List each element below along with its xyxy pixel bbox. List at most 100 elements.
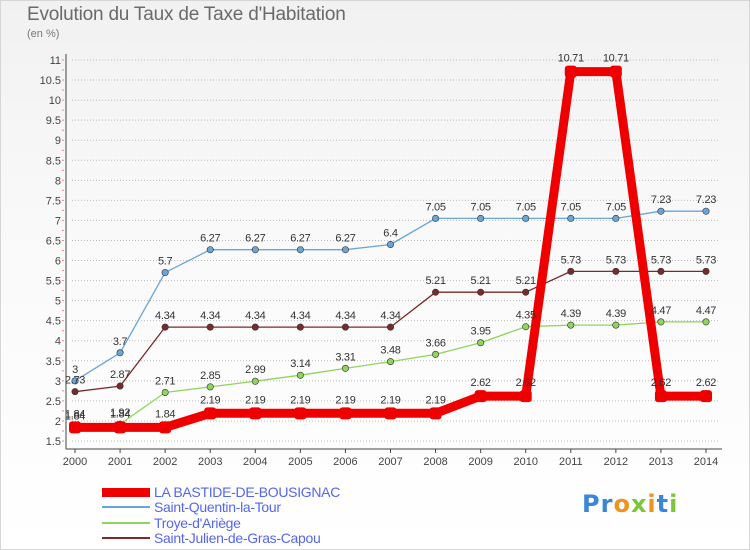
data-point xyxy=(522,214,530,222)
data-label: 4.39 xyxy=(606,308,626,320)
y-tick-label: 7 xyxy=(55,215,61,227)
data-label: 2.19 xyxy=(380,394,400,406)
data-point xyxy=(429,407,442,420)
x-tick-label: 2006 xyxy=(333,456,357,468)
data-label: 4.47 xyxy=(651,305,671,317)
data-point xyxy=(384,407,397,420)
data-point xyxy=(567,214,575,222)
data-label: 1.84 xyxy=(65,410,85,422)
data-label: 2.62 xyxy=(696,377,716,389)
data-point xyxy=(206,246,214,254)
grid-lines xyxy=(72,59,720,442)
data-point xyxy=(386,240,394,248)
data-label: 3.7 xyxy=(113,336,128,348)
data-point xyxy=(474,390,487,403)
y-tick-label: 10 xyxy=(49,95,61,107)
data-point xyxy=(296,323,304,331)
data-label: 1.84 xyxy=(155,408,175,420)
data-point xyxy=(522,323,530,331)
data-label: 7.05 xyxy=(471,201,491,213)
data-point xyxy=(161,269,169,277)
data-label: 2.19 xyxy=(335,394,355,406)
legend-swatch xyxy=(102,521,150,524)
data-label: 2.62 xyxy=(516,377,536,389)
data-point xyxy=(206,323,214,331)
data-point xyxy=(251,246,259,254)
data-point xyxy=(161,323,169,331)
y-tick-label: 2.5 xyxy=(46,396,61,408)
y-tick-label: 8 xyxy=(55,175,61,187)
data-label: 6.27 xyxy=(245,233,265,245)
data-label: 2.62 xyxy=(471,377,491,389)
y-tick-label: 6.5 xyxy=(46,235,61,247)
data-point xyxy=(477,288,485,296)
series-line xyxy=(74,270,707,393)
y-tick-label: 8.5 xyxy=(46,155,61,167)
data-point xyxy=(341,246,349,254)
y-tick-label: 3.5 xyxy=(46,356,61,368)
series-line xyxy=(70,67,711,432)
data-point xyxy=(702,318,710,326)
data-point xyxy=(116,382,124,390)
data-point xyxy=(114,421,127,434)
series-lines xyxy=(70,67,711,432)
data-point xyxy=(432,288,440,296)
y-tick-label: 7.5 xyxy=(46,195,61,207)
data-point xyxy=(159,421,172,434)
data-point xyxy=(612,321,620,329)
data-label: 4.34 xyxy=(290,310,310,322)
data-point xyxy=(657,207,665,215)
data-point xyxy=(567,321,575,329)
data-point xyxy=(612,267,620,275)
data-point xyxy=(116,349,124,357)
data-label: 3.31 xyxy=(335,351,355,363)
x-tick-label: 2013 xyxy=(649,456,673,468)
units-label: (en %) xyxy=(27,28,60,40)
legend-swatch xyxy=(102,506,150,509)
y-tick-label: 9.5 xyxy=(46,115,61,127)
chart-title: Evolution du Taux de Taxe d'Habitation xyxy=(27,4,346,25)
data-point xyxy=(69,421,81,434)
data-label: 3.66 xyxy=(425,337,445,349)
data-label: 6.27 xyxy=(335,233,355,245)
data-point xyxy=(204,407,217,420)
data-point xyxy=(477,214,485,222)
data-label: 10.71 xyxy=(603,53,629,65)
data-label: 2.73 xyxy=(65,375,85,387)
data-point xyxy=(71,388,79,396)
data-point xyxy=(519,390,532,403)
tick-labels: 1.5 2 2.5 3 3.5 4 4.5 5 5.5 6 6.5 7 7.5 8 8.5 9 9.5 10 10.… xyxy=(40,55,719,468)
legend-label: Saint-Julien-de-Gras-Capou xyxy=(154,529,321,546)
data-point xyxy=(657,267,665,275)
x-tick-label: 2011 xyxy=(559,456,583,468)
data-label: 7.05 xyxy=(425,201,445,213)
x-tick-label: 2010 xyxy=(513,456,537,468)
legend-label: LA BASTIDE-DE-BOUSIGNAC xyxy=(154,484,341,500)
y-tick-label: 9 xyxy=(55,135,61,147)
data-label: 7.05 xyxy=(561,201,581,213)
data-point xyxy=(296,246,304,254)
data-label: 5.73 xyxy=(651,254,671,266)
data-label: 5.21 xyxy=(471,275,491,287)
data-label: 3.95 xyxy=(471,326,491,338)
x-tick-label: 2009 xyxy=(468,456,492,468)
data-label: 6.4 xyxy=(383,227,398,239)
data-label: 4.34 xyxy=(200,310,220,322)
y-tick-label: 4.5 xyxy=(46,316,61,328)
x-tick-label: 2000 xyxy=(63,456,87,468)
x-tick-label: 2005 xyxy=(288,456,312,468)
data-point xyxy=(654,390,667,403)
x-tick-label: 2014 xyxy=(694,456,718,468)
y-tick-label: 5.5 xyxy=(46,276,61,288)
proxiti-logo: Proxiti xyxy=(582,490,679,518)
data-label: 2.62 xyxy=(651,377,671,389)
data-label: 2.19 xyxy=(200,394,220,406)
data-point xyxy=(341,364,349,372)
data-label: 3.48 xyxy=(380,345,400,357)
x-tick-label: 2007 xyxy=(378,456,402,468)
data-label: 2.85 xyxy=(200,370,220,382)
x-tick-label: 2004 xyxy=(243,456,267,468)
data-label: 5.21 xyxy=(425,275,445,287)
data-label: 7.23 xyxy=(696,194,716,206)
